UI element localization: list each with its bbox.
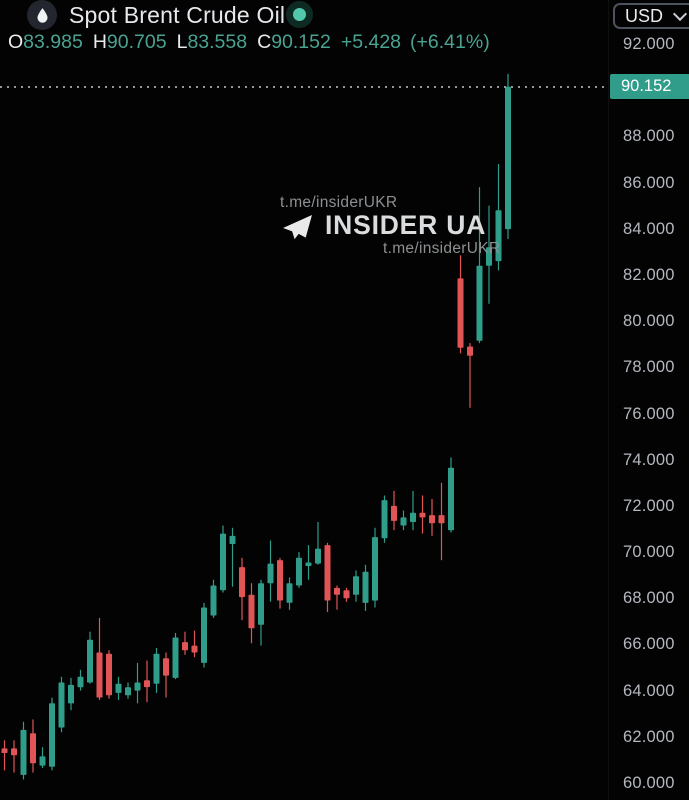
currency-dropdown[interactable]: USD <box>613 3 689 29</box>
close-value: 90.152 <box>271 30 331 53</box>
open-label: O <box>8 30 24 53</box>
low-label: L <box>176 30 188 53</box>
currency-value: USD <box>625 5 664 26</box>
oil-drop-icon <box>27 0 57 30</box>
price-tick-label: 66.000 <box>623 635 675 653</box>
watermark-link-bottom: t.me/insiderUKR <box>383 240 501 257</box>
price-tick-label: 68.000 <box>623 589 675 607</box>
symbol-title[interactable]: Spot Brent Crude Oil <box>69 2 286 28</box>
ohlc-values-row: O 83.985 H 90.705 L 83.558 C 90.152 +5.428 (… <box>8 31 499 53</box>
price-tick-label: 74.000 <box>623 451 675 469</box>
symbol-header: Spot Brent Crude Oil <box>0 0 608 34</box>
price-tick-label: 64.000 <box>623 682 675 700</box>
change-absolute: +5.428 <box>340 30 402 53</box>
price-tick-label: 82.000 <box>623 266 675 284</box>
price-tick-label: 76.000 <box>623 405 675 423</box>
price-tick-label: 84.000 <box>623 220 675 238</box>
high-value: 90.705 <box>106 30 167 53</box>
watermark-link-top: t.me/insiderUKR <box>280 194 398 211</box>
telegram-plane-icon <box>282 214 313 241</box>
price-tick-label: 72.000 <box>623 497 675 515</box>
open-value: 83.985 <box>23 30 83 53</box>
price-tick-label: 62.000 <box>623 728 675 746</box>
chart-canvas[interactable] <box>0 55 608 800</box>
price-tick-label: 86.000 <box>623 174 675 192</box>
close-label: C <box>257 30 272 53</box>
last-price-label: 90.152 <box>610 74 689 99</box>
watermark-brand: INSIDER UA <box>325 210 487 240</box>
price-axis[interactable]: 90.152 92.000 88.000 86.000 84.000 82.000 80.… <box>608 0 689 800</box>
status-dot <box>293 8 306 21</box>
price-tick-label: 88.000 <box>623 127 675 145</box>
last-price-line <box>0 86 608 88</box>
high-label: H <box>92 30 107 53</box>
price-tick-label: 60.000 <box>623 774 675 792</box>
market-status-icon[interactable] <box>286 1 313 28</box>
price-tick-label: 80.000 <box>623 312 675 330</box>
price-tick-label: 70.000 <box>623 543 675 561</box>
price-tick-label: 78.000 <box>623 358 675 376</box>
change-percent: (+6.41%) <box>410 30 490 53</box>
price-tick-label: 92.000 <box>623 35 675 53</box>
low-value: 83.558 <box>187 30 248 53</box>
